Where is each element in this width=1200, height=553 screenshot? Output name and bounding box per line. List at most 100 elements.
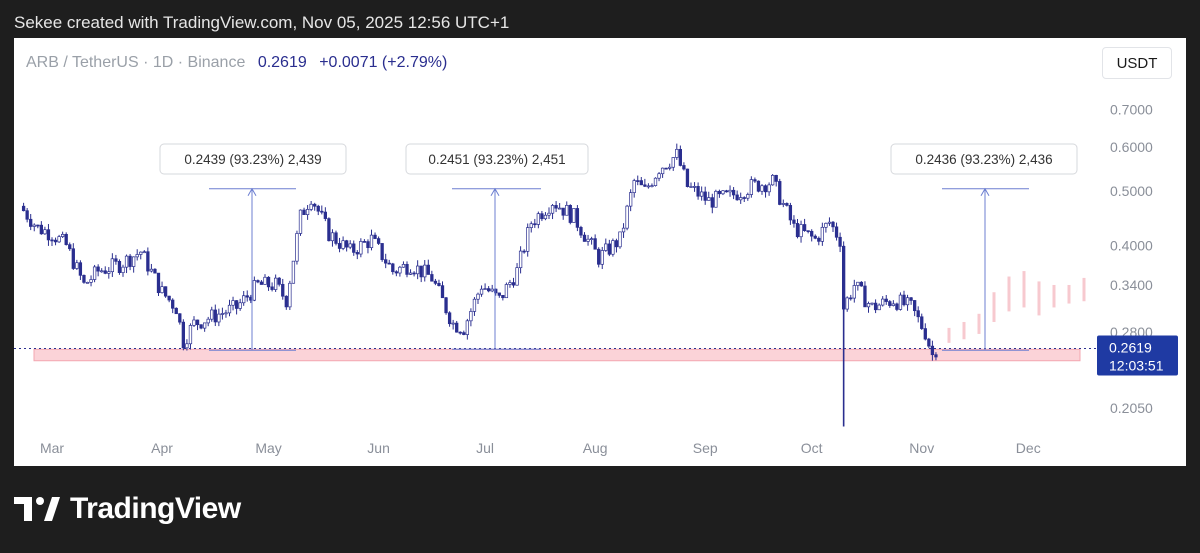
candle-body bbox=[547, 212, 551, 216]
price-chart[interactable]: 0.2439 (93.23%) 2,439 0.2451 (93.23%) 2,4… bbox=[14, 38, 1186, 466]
candle-body bbox=[597, 248, 601, 265]
candle-body bbox=[845, 297, 849, 310]
candle-body bbox=[806, 230, 810, 232]
candle-body bbox=[39, 224, 43, 235]
candle-body bbox=[863, 285, 867, 308]
chart-panel[interactable]: 0.2439 (93.23%) 2,439 0.2451 (93.23%) 2,4… bbox=[14, 38, 1186, 466]
support-zone bbox=[33, 348, 1081, 362]
currency-button[interactable]: USDT bbox=[1102, 47, 1172, 79]
candle-body bbox=[522, 250, 526, 253]
candle-body bbox=[668, 166, 672, 169]
candle-body bbox=[543, 214, 548, 220]
candle-body bbox=[568, 205, 572, 223]
candle-body bbox=[50, 239, 54, 242]
candle-body bbox=[142, 251, 146, 254]
x-tick-label: May bbox=[255, 440, 281, 456]
candle-body bbox=[582, 234, 587, 242]
candle-body bbox=[682, 165, 686, 170]
candle-body bbox=[902, 294, 906, 306]
candle-body bbox=[53, 239, 58, 243]
x-tick-label: Oct bbox=[801, 440, 823, 456]
candle-body bbox=[36, 224, 40, 227]
candle-body bbox=[373, 234, 377, 239]
candle-body bbox=[341, 240, 345, 249]
candle-body bbox=[618, 231, 622, 248]
candle-body bbox=[281, 283, 285, 297]
candle-body bbox=[884, 298, 888, 302]
candle-body bbox=[927, 338, 931, 347]
candle-body bbox=[483, 288, 487, 290]
x-tick-label: Nov bbox=[909, 440, 934, 456]
candle-body bbox=[476, 293, 480, 300]
candle-body bbox=[117, 260, 122, 273]
candle-body bbox=[352, 243, 356, 253]
candle-body bbox=[128, 255, 132, 267]
candle-body bbox=[916, 310, 920, 318]
candle-body bbox=[912, 300, 917, 312]
candle-body bbox=[64, 233, 68, 245]
candle-body bbox=[227, 304, 232, 314]
candle-body bbox=[199, 324, 203, 329]
candle-body bbox=[653, 177, 658, 186]
candle-body bbox=[295, 233, 299, 262]
candle-body bbox=[242, 295, 246, 304]
candle-body bbox=[852, 285, 856, 299]
candle-body bbox=[103, 270, 107, 274]
candle-body bbox=[472, 298, 477, 312]
candle-body bbox=[689, 186, 693, 188]
candle-body bbox=[405, 263, 409, 275]
candle-body bbox=[763, 185, 768, 193]
candle-body bbox=[82, 274, 86, 283]
candle-body bbox=[881, 298, 885, 306]
candle-body bbox=[224, 312, 228, 315]
candle-body bbox=[621, 227, 626, 233]
measure-label: 0.2451 (93.23%) 2,451 bbox=[428, 152, 565, 167]
candle-body bbox=[920, 316, 924, 329]
projection-candle bbox=[962, 321, 966, 340]
candle-body bbox=[455, 322, 459, 333]
candle-body bbox=[678, 148, 682, 166]
candle-body bbox=[124, 255, 129, 268]
x-tick-label: Apr bbox=[151, 440, 173, 456]
candle-body bbox=[107, 271, 111, 274]
candle-body bbox=[462, 332, 466, 335]
candle-body bbox=[671, 157, 675, 168]
candle-body bbox=[135, 254, 139, 258]
x-tick-label: Jun bbox=[367, 440, 390, 456]
candle-body bbox=[185, 343, 189, 349]
candle-body bbox=[526, 227, 530, 252]
candle-body bbox=[494, 288, 498, 294]
candle-body bbox=[511, 282, 516, 286]
candle-body bbox=[171, 299, 175, 309]
measure-label: 0.2436 (93.23%) 2,436 bbox=[915, 152, 1052, 167]
candle-body bbox=[575, 208, 580, 228]
measure-arrowhead bbox=[490, 187, 500, 196]
candle-body bbox=[774, 174, 778, 182]
candle-body bbox=[604, 243, 608, 251]
candle-body bbox=[153, 268, 157, 274]
candle-body bbox=[831, 221, 835, 228]
candle-body bbox=[334, 232, 338, 244]
candle-body bbox=[469, 311, 473, 322]
candle-body bbox=[447, 312, 452, 325]
candle-body bbox=[444, 297, 448, 314]
candle-body bbox=[320, 210, 324, 213]
candle-body bbox=[451, 322, 455, 325]
candle-body bbox=[330, 232, 335, 242]
candle-body bbox=[305, 209, 310, 215]
x-tick-label: Sep bbox=[693, 440, 718, 456]
candle-body bbox=[430, 274, 434, 282]
candle-body bbox=[660, 167, 665, 175]
candle-body bbox=[419, 265, 423, 278]
candle-body bbox=[536, 213, 540, 225]
candle-body bbox=[756, 180, 761, 192]
candle-body bbox=[376, 238, 381, 244]
candle-body bbox=[710, 197, 714, 208]
candle-body bbox=[792, 219, 796, 224]
candle-body bbox=[827, 221, 832, 224]
candle-body bbox=[401, 263, 406, 268]
candle-body bbox=[25, 210, 29, 220]
candle-body bbox=[600, 250, 604, 265]
x-tick-label: Dec bbox=[1016, 440, 1041, 456]
candle-body bbox=[891, 303, 895, 306]
